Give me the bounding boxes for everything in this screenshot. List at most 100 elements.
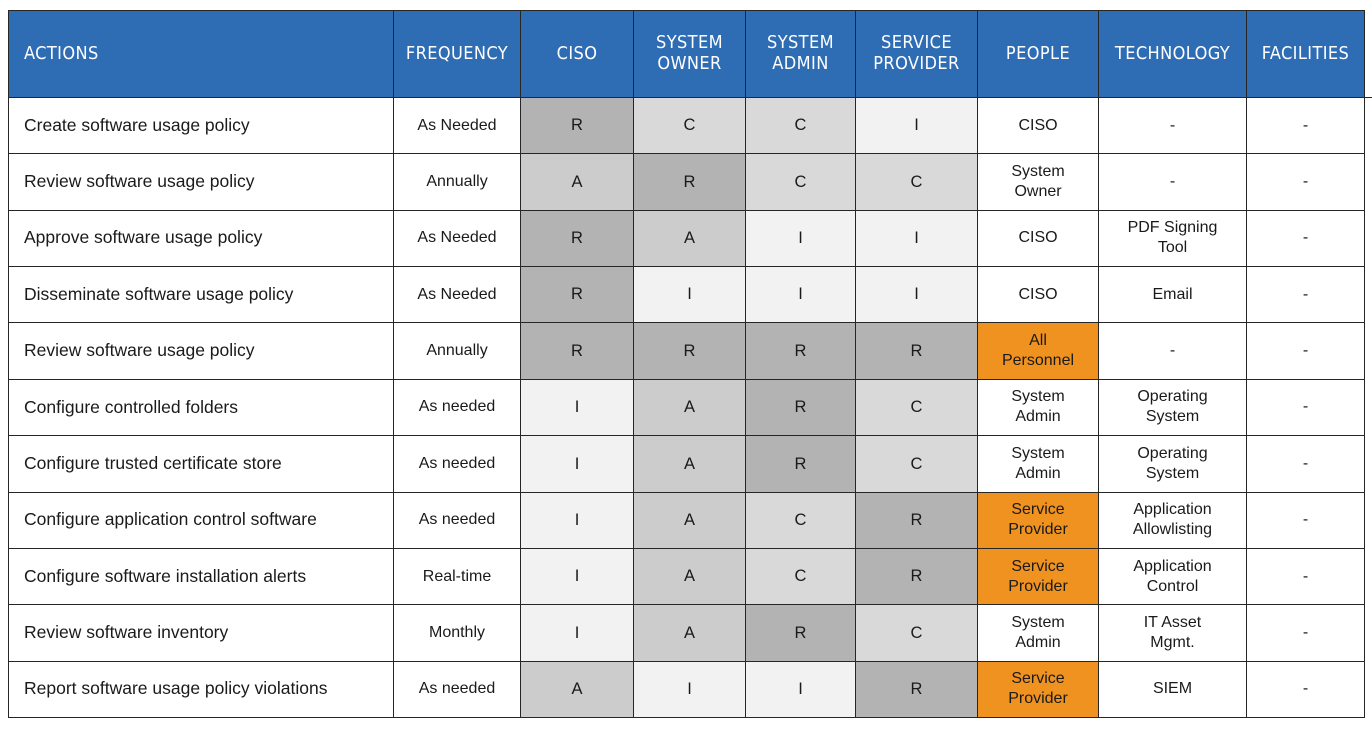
raci-cell-ciso: A <box>520 153 634 211</box>
raci-cell-ciso: I <box>520 604 634 662</box>
column-header-ciso: CISO <box>520 10 634 98</box>
raci-cell-service-provider: C <box>855 604 978 662</box>
people-cell: CISO <box>977 209 1099 268</box>
facilities-cell: - <box>1246 378 1365 437</box>
table-row: Approve software usage policy As Needed … <box>8 209 1365 268</box>
raci-cell-service-provider: R <box>855 547 978 606</box>
raci-matrix-table: ACTIONS FREQUENCY CISO SYSTEM OWNER SYST… <box>8 10 1365 719</box>
facilities-cell: - <box>1246 96 1365 155</box>
action-cell: Configure application control software <box>8 491 394 549</box>
raci-cell-service-provider: C <box>855 435 978 493</box>
raci-cell-system-owner: A <box>633 604 746 662</box>
facilities-cell: - <box>1246 322 1365 380</box>
raci-cell-ciso: I <box>520 435 634 493</box>
raci-cell-ciso: R <box>520 322 634 380</box>
action-cell: Configure controlled folders <box>8 378 394 437</box>
raci-cell-system-owner: C <box>633 96 746 155</box>
table-body: Create software usage policy As Needed R… <box>8 96 1365 719</box>
raci-cell-ciso: R <box>520 96 634 155</box>
raci-cell-service-provider: R <box>855 491 978 549</box>
raci-cell-ciso: R <box>520 266 634 324</box>
raci-cell-system-admin: C <box>745 491 856 549</box>
raci-cell-ciso: I <box>520 378 634 437</box>
raci-cell-system-owner: A <box>633 491 746 549</box>
column-header-technology: TECHNOLOGY <box>1098 10 1247 98</box>
facilities-cell: - <box>1246 435 1365 493</box>
raci-cell-system-owner: A <box>633 378 746 437</box>
action-cell: Review software usage policy <box>8 153 394 211</box>
raci-cell-service-provider: I <box>855 96 978 155</box>
facilities-cell: - <box>1246 266 1365 324</box>
action-cell: Review software usage policy <box>8 322 394 380</box>
facilities-cell: - <box>1246 153 1365 211</box>
header-row: ACTIONS FREQUENCY CISO SYSTEM OWNER SYST… <box>8 10 1365 98</box>
action-cell: Review software inventory <box>8 604 394 662</box>
raci-cell-system-admin: I <box>745 209 856 268</box>
facilities-cell: - <box>1246 660 1365 719</box>
raci-cell-service-provider: R <box>855 322 978 380</box>
technology-cell: Operating System <box>1098 378 1247 437</box>
raci-cell-system-owner: A <box>633 547 746 606</box>
raci-cell-service-provider: C <box>855 153 978 211</box>
raci-cell-ciso: R <box>520 209 634 268</box>
frequency-cell: As needed <box>393 491 521 549</box>
action-cell: Create software usage policy <box>8 96 394 155</box>
raci-cell-system-owner: R <box>633 322 746 380</box>
raci-cell-system-admin: R <box>745 378 856 437</box>
technology-cell: - <box>1098 96 1247 155</box>
column-header-facilities: FACILITIES <box>1246 10 1365 98</box>
people-cell: Service Provider <box>977 547 1099 606</box>
column-header-service-provider: SERVICE PROVIDER <box>855 10 978 98</box>
header-border-stub <box>1364 97 1372 98</box>
frequency-cell: As Needed <box>393 266 521 324</box>
frequency-cell: As Needed <box>393 96 521 155</box>
column-header-people: PEOPLE <box>977 10 1099 98</box>
raci-cell-system-admin: I <box>745 660 856 719</box>
people-cell: System Admin <box>977 435 1099 493</box>
table-row: Configure application control software A… <box>8 491 1365 549</box>
frequency-cell: Real-time <box>393 547 521 606</box>
action-cell: Configure software installation alerts <box>8 547 394 606</box>
people-cell: System Admin <box>977 378 1099 437</box>
facilities-cell: - <box>1246 491 1365 549</box>
raci-cell-system-admin: R <box>745 435 856 493</box>
frequency-cell: As needed <box>393 435 521 493</box>
technology-cell: Application Control <box>1098 547 1247 606</box>
table-row: Review software usage policy Annually R … <box>8 322 1365 380</box>
table-header: ACTIONS FREQUENCY CISO SYSTEM OWNER SYST… <box>8 10 1365 98</box>
table-row: Disseminate software usage policy As Nee… <box>8 266 1365 324</box>
frequency-cell: As needed <box>393 378 521 437</box>
technology-cell: IT Asset Mgmt. <box>1098 604 1247 662</box>
table-row: Configure trusted certificate store As n… <box>8 435 1365 493</box>
frequency-cell: Annually <box>393 153 521 211</box>
raci-cell-ciso: I <box>520 491 634 549</box>
raci-cell-ciso: I <box>520 547 634 606</box>
people-cell: All Personnel <box>977 322 1099 380</box>
raci-cell-system-owner: I <box>633 266 746 324</box>
people-cell: System Admin <box>977 604 1099 662</box>
frequency-cell: As Needed <box>393 209 521 268</box>
technology-cell: Application Allowlisting <box>1098 491 1247 549</box>
people-cell: Service Provider <box>977 660 1099 719</box>
frequency-cell: As needed <box>393 660 521 719</box>
facilities-cell: - <box>1246 547 1365 606</box>
people-cell: CISO <box>977 96 1099 155</box>
raci-cell-service-provider: R <box>855 660 978 719</box>
raci-cell-system-owner: I <box>633 660 746 719</box>
facilities-cell: - <box>1246 604 1365 662</box>
facilities-cell: - <box>1246 209 1365 268</box>
table-row: Review software inventory Monthly I A R … <box>8 604 1365 662</box>
column-header-system-admin: SYSTEM ADMIN <box>745 10 856 98</box>
frequency-cell: Monthly <box>393 604 521 662</box>
raci-cell-system-admin: R <box>745 322 856 380</box>
people-cell: System Owner <box>977 153 1099 211</box>
raci-cell-system-admin: C <box>745 153 856 211</box>
technology-cell: Operating System <box>1098 435 1247 493</box>
table-row: Review software usage policy Annually A … <box>8 153 1365 211</box>
raci-cell-system-admin: C <box>745 547 856 606</box>
action-cell: Disseminate software usage policy <box>8 266 394 324</box>
action-cell: Approve software usage policy <box>8 209 394 268</box>
raci-cell-ciso: A <box>520 660 634 719</box>
technology-cell: - <box>1098 153 1247 211</box>
